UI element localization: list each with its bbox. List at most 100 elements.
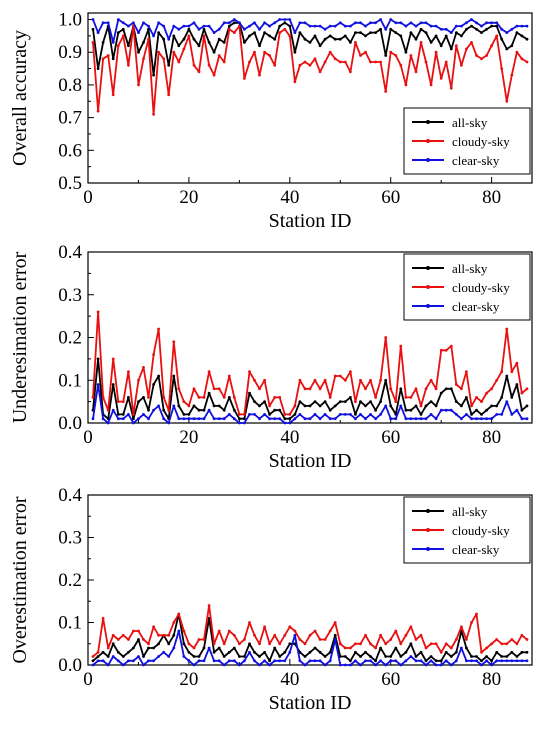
- data-point-clear-sky: [212, 31, 216, 34]
- data-point-cloudy-sky: [364, 50, 367, 54]
- data-point-cloudy-sky: [126, 638, 130, 641]
- data-point-all-sky: [273, 646, 277, 650]
- data-point-cloudy-sky: [389, 387, 393, 391]
- data-point-all-sky: [424, 404, 428, 408]
- y-tick-label: 0.1: [58, 370, 82, 391]
- data-point-cloudy-sky: [273, 396, 277, 399]
- data-point-all-sky: [278, 408, 282, 412]
- data-point-all-sky: [515, 655, 519, 658]
- data-point-clear-sky: [343, 413, 347, 416]
- data-point-all-sky: [354, 413, 357, 416]
- data-point-clear-sky: [106, 421, 110, 425]
- data-point-all-sky: [454, 400, 458, 403]
- data-point-clear-sky: [414, 659, 418, 663]
- data-point-clear-sky: [253, 21, 256, 25]
- data-point-all-sky: [323, 37, 327, 41]
- data-point-cloudy-sky: [429, 378, 433, 382]
- data-point-cloudy-sky: [227, 374, 231, 378]
- y-tick-label: 0.3: [58, 285, 82, 306]
- data-point-cloudy-sky: [222, 396, 226, 399]
- data-point-clear-sky: [273, 417, 277, 421]
- data-point-cloudy-sky: [248, 60, 251, 64]
- data-point-cloudy-sky: [167, 633, 171, 637]
- data-point-all-sky: [283, 650, 287, 654]
- data-point-clear-sky: [192, 663, 196, 667]
- data-point-cloudy-sky: [197, 70, 201, 74]
- y-tick-label: 0.4: [58, 485, 82, 506]
- data-point-all-sky: [500, 396, 504, 399]
- data-point-clear-sky: [137, 31, 140, 34]
- data-point-clear-sky: [162, 24, 166, 28]
- data-point-cloudy-sky: [157, 633, 161, 637]
- data-point-all-sky: [263, 650, 266, 654]
- data-point-cloudy-sky: [520, 633, 524, 637]
- data-point-cloudy-sky: [369, 60, 372, 64]
- data-point-all-sky: [162, 37, 166, 41]
- data-point-clear-sky: [116, 659, 120, 663]
- data-point-all-sky: [414, 37, 418, 41]
- data-point-clear-sky: [227, 21, 231, 25]
- data-point-all-sky: [182, 642, 186, 646]
- data-point-cloudy-sky: [424, 387, 428, 391]
- data-point-all-sky: [298, 31, 302, 34]
- data-point-clear-sky: [429, 659, 433, 663]
- data-point-clear-sky: [172, 24, 176, 28]
- data-point-all-sky: [111, 642, 115, 646]
- data-point-all-sky: [343, 655, 347, 658]
- data-point-cloudy-sky: [192, 646, 196, 650]
- data-point-clear-sky: [389, 659, 393, 663]
- data-point-clear-sky: [460, 24, 463, 28]
- data-point-all-sky: [520, 408, 524, 412]
- data-point-clear-sky: [243, 27, 246, 31]
- data-point-clear-sky: [465, 413, 468, 416]
- data-point-clear-sky: [167, 655, 171, 658]
- data-point-cloudy-sky: [389, 638, 393, 641]
- data-point-clear-sky: [232, 417, 236, 421]
- data-point-all-sky: [232, 21, 236, 25]
- data-point-cloudy-sky: [253, 378, 256, 382]
- data-point-cloudy-sky: [399, 63, 403, 67]
- data-point-clear-sky: [318, 659, 322, 663]
- data-point-cloudy-sky: [147, 396, 150, 399]
- data-point-clear-sky: [111, 655, 115, 658]
- data-point-clear-sky: [217, 27, 221, 31]
- data-point-cloudy-sky: [399, 344, 403, 348]
- data-point-clear-sky: [359, 21, 362, 25]
- data-point-all-sky: [510, 44, 514, 48]
- data-point-all-sky: [419, 413, 423, 416]
- data-point-all-sky: [399, 34, 403, 38]
- data-point-all-sky: [454, 31, 458, 34]
- data-point-all-sky: [142, 41, 145, 44]
- data-point-all-sky: [243, 417, 246, 421]
- data-point-clear-sky: [359, 663, 362, 667]
- data-point-all-sky: [91, 27, 95, 31]
- data-point-clear-sky: [424, 21, 428, 25]
- data-point-all-sky: [167, 63, 171, 67]
- data-point-cloudy-sky: [106, 408, 110, 412]
- data-point-all-sky: [485, 408, 488, 412]
- data-point-all-sky: [293, 50, 297, 54]
- data-point-cloudy-sky: [106, 646, 110, 650]
- data-point-clear-sky: [525, 24, 529, 28]
- data-point-cloudy-sky: [162, 633, 166, 637]
- data-point-all-sky: [293, 413, 297, 416]
- data-point-all-sky: [238, 417, 241, 421]
- data-point-cloudy-sky: [485, 391, 488, 395]
- data-point-clear-sky: [278, 417, 282, 421]
- data-point-all-sky: [157, 642, 161, 646]
- data-point-clear-sky: [197, 27, 201, 31]
- data-point-cloudy-sky: [500, 370, 504, 374]
- data-point-clear-sky: [389, 417, 393, 421]
- data-point-all-sky: [485, 27, 488, 31]
- data-point-clear-sky: [197, 417, 201, 421]
- data-point-all-sky: [470, 24, 473, 28]
- data-point-all-sky: [394, 646, 398, 650]
- data-point-cloudy-sky: [217, 387, 221, 391]
- data-point-cloudy-sky: [268, 642, 271, 646]
- data-point-all-sky: [359, 400, 362, 403]
- data-point-all-sky: [475, 27, 478, 31]
- data-point-all-sky: [444, 34, 448, 38]
- data-point-all-sky: [263, 400, 266, 403]
- data-point-all-sky: [278, 24, 282, 28]
- data-point-cloudy-sky: [202, 34, 206, 38]
